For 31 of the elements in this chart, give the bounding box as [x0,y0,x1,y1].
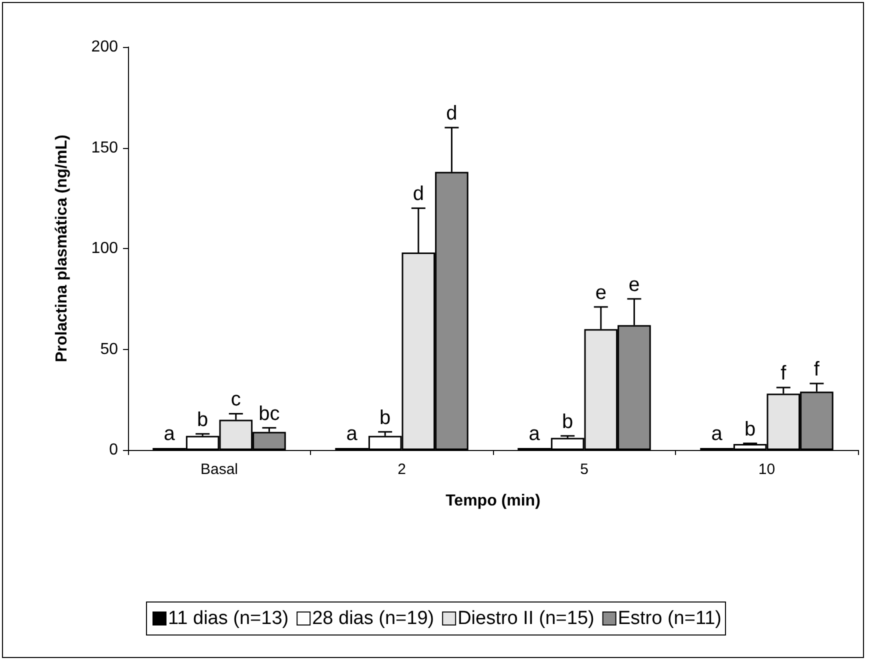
data-label: f [814,358,820,381]
legend-label: 28 dias (n=19) [312,608,434,629]
legend-label: Diestro II (n=15) [458,608,594,629]
data-label: d [446,102,458,125]
data-label: b [562,410,574,433]
legend-label: Estro (n=11) [618,608,722,629]
data-label: a [711,422,724,445]
legend-label: 11 dias (n=13) [168,608,289,629]
data-label: bc [258,402,280,425]
data-label: e [628,274,640,296]
x-tick-label: 5 [580,461,588,478]
x-tick-label: 10 [758,461,776,478]
data-label: a [164,422,176,445]
y-tick-label: 0 [109,442,118,458]
x-axis-title: Tempo (min) [446,492,540,510]
y-tick-label: 50 [100,340,118,358]
y-axis-title: Prolactina plasmática (ng/mL) [54,134,70,362]
data-label: e [595,282,606,304]
data-label: d [412,183,424,206]
data-label: b [380,406,391,429]
data-label: b [744,418,756,440]
x-tick-label: Basal [200,461,238,478]
data-label: c [230,388,241,411]
y-tick-label: 150 [91,139,118,156]
y-tick-label: 200 [91,38,118,56]
data-label: f [780,362,787,385]
data-label: b [197,408,208,431]
data-label: a [528,422,541,445]
y-tick-label: 100 [91,240,118,257]
x-tick-label: 2 [398,461,406,478]
data-label: a [346,422,358,445]
